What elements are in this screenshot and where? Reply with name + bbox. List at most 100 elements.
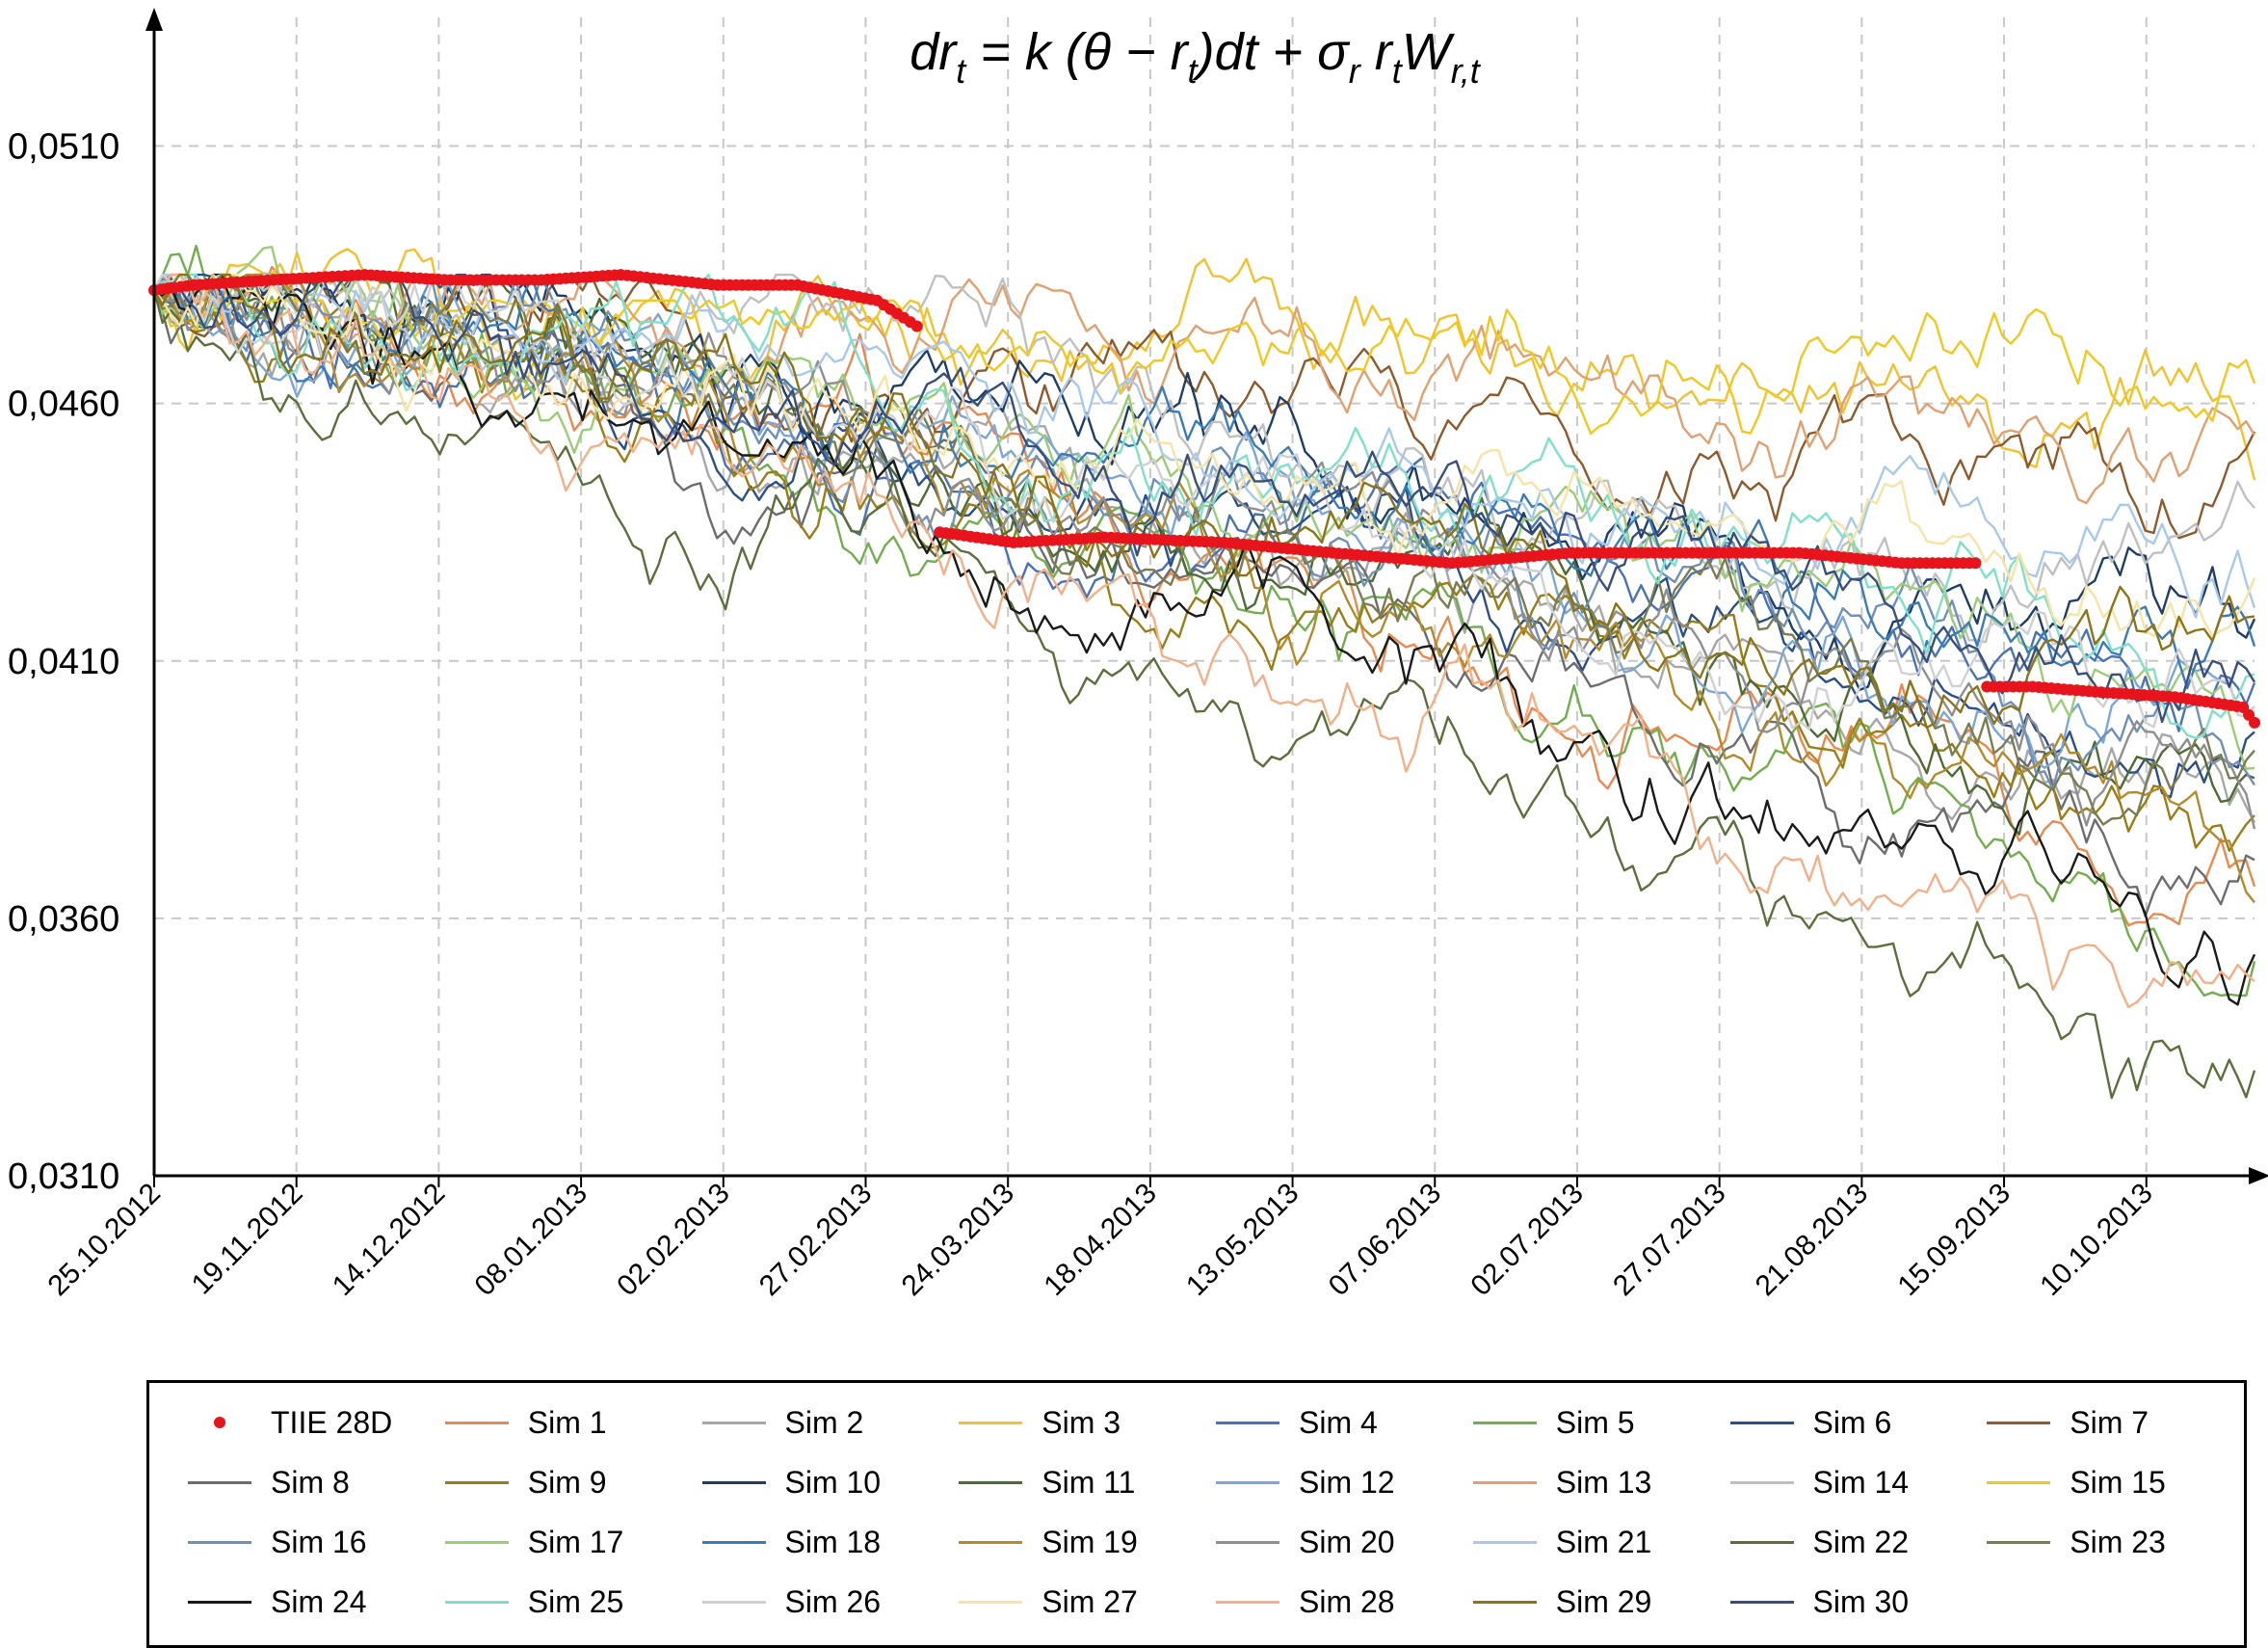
legend-label: Sim 27 [1042,1583,1138,1619]
legend-line-swatch [701,1540,766,1544]
legend-line-swatch [701,1600,766,1604]
tiie-point [910,320,923,332]
x-tick-label: 27.02.2013 [753,1178,879,1303]
legend-label: Sim 28 [1299,1583,1395,1619]
legend-line-swatch [444,1421,509,1424]
legend-line-swatch [444,1480,509,1484]
y-axis-arrow [145,8,163,31]
legend-label: Sim 23 [2070,1524,2166,1559]
legend-line-swatch [1472,1600,1537,1604]
legend-item-sim-23: Sim 23 [1967,1512,2225,1572]
legend-line-swatch [959,1600,1023,1604]
x-tick-label: 21.08.2013 [1750,1178,1875,1303]
legend-label: Sim 11 [1042,1464,1136,1500]
x-tick-label: 08.01.2013 [469,1178,594,1303]
series-line-sim-24 [153,273,2256,1006]
legend-line-swatch [1729,1600,1794,1604]
legend-item-sim-20: Sim 20 [1197,1512,1454,1572]
tiie-point [2249,716,2260,729]
legend-grid: TIIE 28D Sim 1 Sim 2 Sim 3 Sim 4 Sim 5 Sim 6 Si… [149,1383,2244,1645]
legend-line-swatch [1216,1540,1279,1544]
series-line-sim-26 [152,273,2255,731]
legend-line-swatch [1216,1421,1279,1424]
y-tick-label: 0,0360 [8,899,119,940]
legend-label: Sim 13 [1555,1464,1652,1500]
series-line-sim-23 [152,273,2255,826]
series-line-sim-15 [153,289,2256,436]
legend-line-swatch [701,1480,766,1484]
legend-item-sim-25: Sim 25 [426,1572,683,1632]
legend-item-sim-15: Sim 15 [1967,1452,2225,1512]
legend-item-sim-17: Sim 17 [426,1512,683,1572]
legend-line-swatch [1729,1421,1794,1424]
legend-item-sim-13: Sim 13 [1454,1452,1711,1512]
legend-item-sim-16: Sim 16 [169,1512,426,1572]
x-tick-label: 24.03.2013 [896,1178,1021,1303]
legend-label: Sim 10 [784,1464,882,1500]
legend-line-swatch [959,1480,1023,1484]
legend-item-sim-12: Sim 12 [1197,1452,1454,1512]
legend: TIIE 28D Sim 1 Sim 2 Sim 3 Sim 4 Sim 5 Sim 6 Si… [146,1380,2247,1648]
legend-item-sim-8: Sim 8 [169,1452,426,1512]
y-tick-label: 0,0460 [8,385,119,425]
legend-line-swatch [1472,1480,1537,1484]
series-line-sim-28 [153,273,2255,1009]
legend-line-swatch [1729,1480,1794,1484]
legend-line-swatch [1729,1540,1794,1544]
legend-line-swatch [959,1540,1023,1544]
legend-item-sim-18: Sim 18 [683,1512,940,1572]
legend-line-swatch [701,1421,766,1424]
legend-item-sim-19: Sim 19 [939,1512,1197,1572]
legend-line-swatch [1472,1540,1537,1544]
legend-label: Sim 3 [1042,1404,1121,1440]
x-tick-label: 18.04.2013 [1038,1178,1163,1303]
legend-label: Sim 14 [1812,1464,1910,1500]
x-tick-label: 19.11.2012 [186,1178,309,1301]
tiie-point [1969,557,1982,570]
y-tick-label: 0,0310 [8,1156,119,1197]
legend-line-swatch [1216,1600,1279,1604]
y-tick-label: 0,0410 [8,642,119,682]
legend-line-swatch [444,1540,509,1544]
legend-label: Sim 15 [2070,1464,2166,1500]
series-line-sim-16 [153,273,2256,791]
legend-label: Sim 26 [784,1583,882,1619]
legend-item-sim-27: Sim 27 [939,1572,1197,1632]
y-tick-labels: 0,0310 0,0360 0,0410 0,0460 0,0510 [8,127,119,1197]
legend-line-swatch [1987,1421,2051,1424]
series-line-sim-1 [153,265,2256,927]
simulation-lines [152,244,2256,1100]
chart-title-formula: drt = k (θ − rt)dt + σr rtWr,t [910,23,1482,91]
legend-label: Sim 29 [1555,1583,1652,1619]
legend-label: Sim 6 [1812,1404,1892,1440]
legend-label: Sim 30 [1812,1583,1910,1619]
legend-item-sim-30: Sim 30 [1711,1572,1968,1632]
legend-label: Sim 12 [1299,1464,1395,1500]
legend-item-sim-4: Sim 4 [1197,1393,1454,1452]
series-line-sim-11 [152,273,2255,836]
chart-canvas: 0,0310 0,0360 0,0410 0,0460 0,0510 25.10.201… [8,8,2268,1303]
legend-item-sim-28: Sim 28 [1197,1572,1454,1632]
legend-line-swatch [188,1480,251,1484]
y-tick-label: 0,0510 [8,127,119,168]
series-line-sim-14 [152,273,2255,644]
series-line-sim-27 [153,273,2256,638]
legend-label: Sim 4 [1299,1404,1378,1440]
legend-line-swatch [1987,1540,2051,1544]
legend-item-sim-7: Sim 7 [1967,1393,2225,1452]
legend-label: Sim 24 [271,1583,367,1619]
legend-line-swatch [444,1600,509,1604]
legend-label: Sim 16 [271,1524,367,1559]
legend-line-swatch [959,1421,1023,1424]
series-line-sim-17 [152,246,2255,770]
legend-label: Sim 19 [1042,1524,1138,1559]
legend-line-swatch [188,1540,251,1544]
legend-label: Sim 17 [527,1524,624,1559]
x-tick-labels: 25.10.2012 19.11.2012 14.12.2012 08.01.2013… [41,1178,2158,1303]
x-tick-label: 27.07.2013 [1607,1178,1732,1303]
legend-label: Sim 5 [1555,1404,1635,1440]
legend-item-sim-1: Sim 1 [426,1393,683,1452]
legend-item-sim-10: Sim 10 [683,1452,940,1512]
legend-item-sim-6: Sim 6 [1711,1393,1968,1452]
series-line-sim-13 [153,273,2256,505]
